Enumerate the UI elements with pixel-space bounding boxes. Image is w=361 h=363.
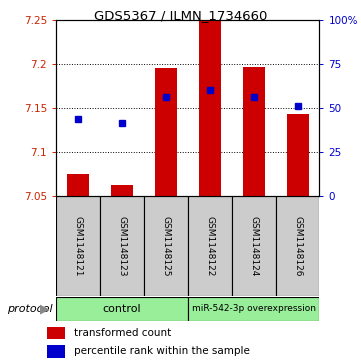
Bar — [47, 327, 65, 339]
Bar — [47, 345, 65, 358]
Bar — [243, 67, 265, 196]
Bar — [56, 196, 100, 296]
Text: miR-542-3p overexpression: miR-542-3p overexpression — [192, 305, 316, 313]
Text: GSM1148123: GSM1148123 — [117, 216, 126, 276]
Text: protocol: protocol — [7, 304, 53, 314]
Text: GSM1148125: GSM1148125 — [161, 216, 170, 276]
Bar — [100, 196, 144, 296]
Text: GDS5367 / ILMN_1734660: GDS5367 / ILMN_1734660 — [94, 9, 267, 22]
Bar — [275, 196, 319, 296]
Text: GSM1148126: GSM1148126 — [293, 216, 302, 276]
Text: ▶: ▶ — [40, 302, 50, 315]
Bar — [155, 68, 177, 196]
Bar — [56, 297, 188, 321]
Bar — [287, 114, 309, 196]
Text: GSM1148121: GSM1148121 — [73, 216, 82, 276]
Bar — [144, 196, 188, 296]
Bar — [232, 196, 275, 296]
Bar — [188, 297, 319, 321]
Text: transformed count: transformed count — [74, 328, 171, 338]
Bar — [199, 20, 221, 196]
Text: percentile rank within the sample: percentile rank within the sample — [74, 346, 250, 356]
Bar — [188, 196, 232, 296]
Bar — [111, 184, 133, 196]
Text: GSM1148124: GSM1148124 — [249, 216, 258, 276]
Bar — [67, 174, 89, 196]
Text: control: control — [103, 304, 141, 314]
Text: GSM1148122: GSM1148122 — [205, 216, 214, 276]
